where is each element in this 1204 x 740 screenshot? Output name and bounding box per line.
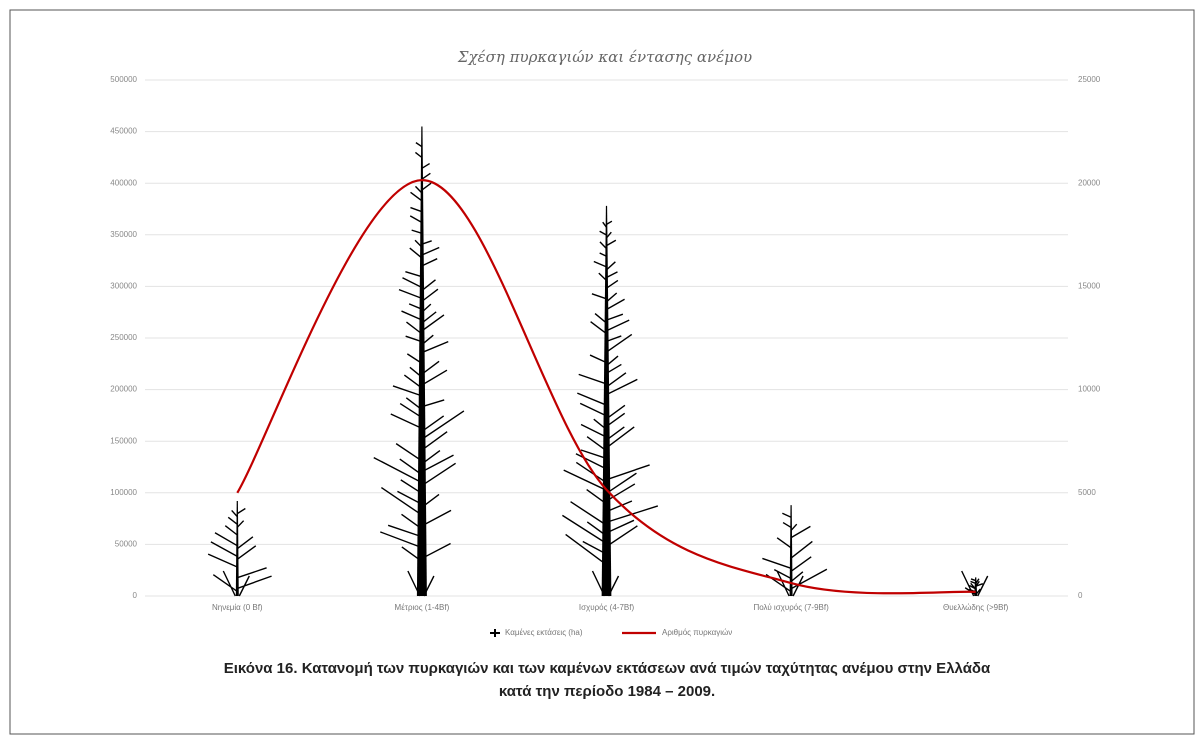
branches	[762, 512, 828, 597]
trunk	[601, 205, 612, 597]
legend: Καμένες εκτάσεις (ha) Αριθμός πυρκαγιών	[490, 628, 732, 637]
y2-tick-label: 25000	[1078, 75, 1101, 84]
branches	[373, 142, 465, 597]
tree-bar	[373, 126, 465, 597]
x-tick-label: Ισχυρός (4-7Bf)	[579, 603, 635, 612]
y-tick-label: 350000	[110, 230, 137, 239]
line-series	[236, 179, 976, 595]
legend-swatch	[490, 629, 500, 637]
x-tick-label: Θυελλώδης (>9Bf)	[943, 603, 1009, 612]
y-tick-label: 500000	[110, 75, 137, 84]
tree-bar	[207, 501, 272, 597]
chart-title: Σχέση πυρκαγιών και έντασης ανέμου	[457, 48, 752, 66]
x-tick-label: Μέτριος (1-4Bf)	[395, 603, 450, 612]
y-tick-label: 0	[133, 591, 138, 600]
y-tick-label: 150000	[110, 436, 137, 445]
y2-tick-label: 10000	[1078, 385, 1101, 394]
y-tick-label: 300000	[110, 282, 137, 291]
trunk	[416, 126, 427, 596]
legend-label: Καμένες εκτάσεις (ha)	[505, 628, 583, 637]
x-tick-label: Νηνεμία (0 Bf)	[212, 603, 263, 612]
y2-tick-label: 0	[1078, 591, 1083, 600]
y-tick-label: 100000	[110, 488, 137, 497]
legend-label: Αριθμός πυρκαγιών	[662, 628, 732, 637]
x-tick-label: Πολύ ισχυρός (7-9Bf)	[753, 603, 829, 612]
y2-tick-label: 20000	[1078, 178, 1101, 187]
caption-line: κατά την περίοδο 1984 – 2009.	[499, 683, 715, 700]
y-tick-label: 250000	[110, 333, 137, 342]
y-tick-label: 200000	[110, 385, 137, 394]
tree-bar	[562, 205, 659, 597]
y2-tick-label: 5000	[1078, 488, 1096, 497]
tree-bar	[762, 505, 828, 597]
y2-tick-label: 15000	[1078, 282, 1101, 291]
frame	[9, 9, 1195, 735]
y-tick-label: 50000	[115, 540, 138, 549]
y-tick-label: 450000	[110, 127, 137, 136]
trunk	[789, 505, 793, 596]
branches	[207, 507, 272, 597]
caption-line: Εικόνα 16. Κατανομή των πυρκαγιών και τω…	[224, 660, 991, 677]
y-tick-label: 400000	[110, 178, 137, 187]
